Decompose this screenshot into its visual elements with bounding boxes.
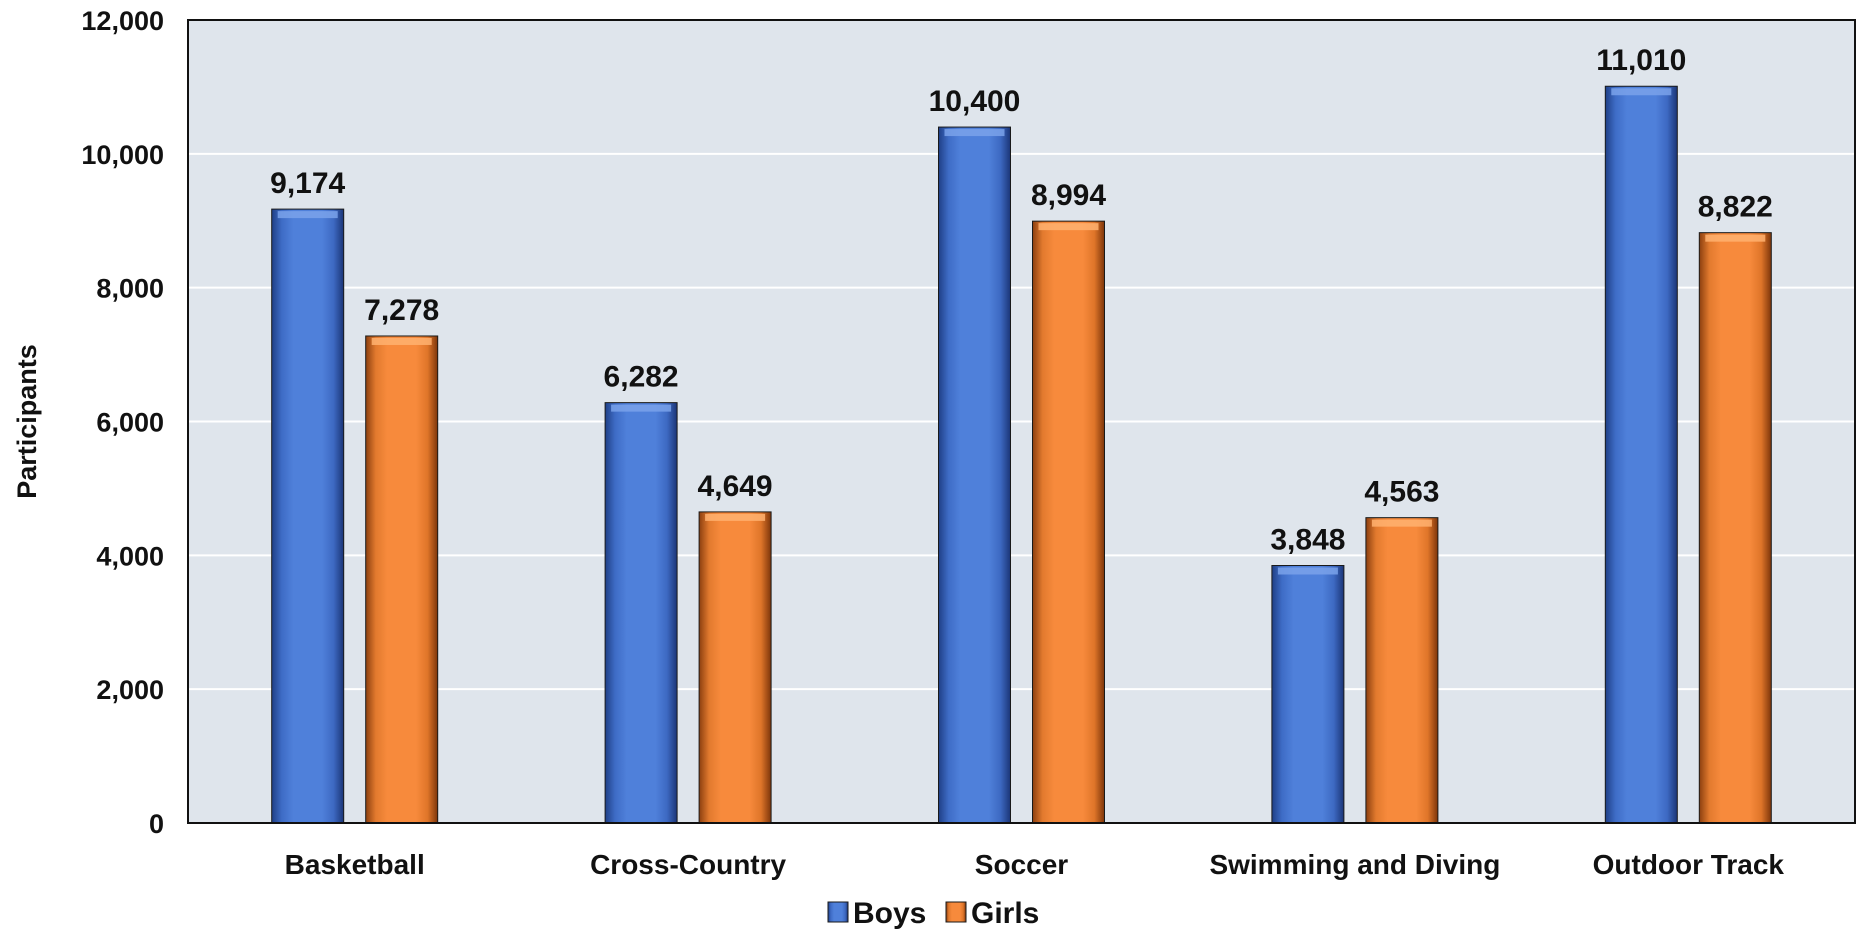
y-tick-label: 4,000 <box>96 541 164 571</box>
data-label: 8,822 <box>1698 191 1773 224</box>
data-label: 3,848 <box>1270 524 1345 557</box>
legend-swatch-boys <box>827 901 849 923</box>
data-label: 8,994 <box>1031 179 1106 212</box>
bar-highlight <box>611 404 672 412</box>
bar-highlight <box>1611 88 1672 96</box>
bar-highlight <box>277 211 338 219</box>
data-label: 9,174 <box>270 167 345 200</box>
y-tick-label: 10,000 <box>81 140 164 170</box>
data-label: 10,400 <box>929 85 1021 118</box>
bar-girls <box>1365 517 1439 824</box>
bar-highlight <box>1277 567 1338 575</box>
y-tick-label: 8,000 <box>96 274 164 304</box>
data-labels: 9,174 7,278 6,282 4,649 10,400 8,994 3,848 4,56… <box>270 44 1773 556</box>
bar-highlight <box>705 513 766 521</box>
y-axis-ticks: 0 2,000 4,000 6,000 8,000 10,000 12,000 <box>81 6 164 839</box>
x-category-label: Swimming and Diving <box>1209 849 1500 880</box>
bars <box>271 85 1772 824</box>
x-category-label: Cross-Country <box>590 849 786 880</box>
bar-highlight <box>1371 519 1432 527</box>
bar-boys <box>271 208 345 824</box>
data-label: 7,278 <box>364 294 439 327</box>
x-category-label: Outdoor Track <box>1593 849 1785 880</box>
bar-highlight <box>371 337 432 345</box>
bar-highlight <box>944 129 1005 137</box>
bar-girls <box>1032 220 1105 824</box>
y-tick-label: 6,000 <box>96 408 164 438</box>
bar-boys <box>938 126 1011 824</box>
data-label: 4,649 <box>698 470 773 503</box>
data-label: 4,563 <box>1364 476 1439 509</box>
bar-girls <box>1698 232 1772 824</box>
bar-girls <box>365 335 439 824</box>
legend-swatch-girls <box>945 901 967 923</box>
x-axis-categories: Basketball Cross-Country Soccer Swimming an… <box>285 849 1785 880</box>
y-axis-label: Participants <box>12 344 42 499</box>
bar-boys <box>1271 565 1345 824</box>
data-label: 6,282 <box>604 361 679 394</box>
bar-boys <box>1604 85 1678 824</box>
data-label: 11,010 <box>1596 44 1686 77</box>
bar-girls <box>698 511 772 824</box>
legend: Boys Girls <box>827 897 1039 930</box>
y-tick-label: 2,000 <box>96 675 164 705</box>
legend-label-boys: Boys <box>853 897 926 930</box>
y-tick-label: 12,000 <box>81 6 164 36</box>
x-category-label: Soccer <box>975 849 1068 880</box>
gridlines <box>188 152 1855 691</box>
y-tick-label: 0 <box>149 809 164 839</box>
bar-boys <box>604 402 678 824</box>
x-category-label: Basketball <box>285 849 425 880</box>
legend-label-girls: Girls <box>971 897 1039 930</box>
plot-border <box>187 19 1856 824</box>
bar-highlight <box>1705 234 1766 242</box>
bar-highlight <box>1038 223 1099 231</box>
